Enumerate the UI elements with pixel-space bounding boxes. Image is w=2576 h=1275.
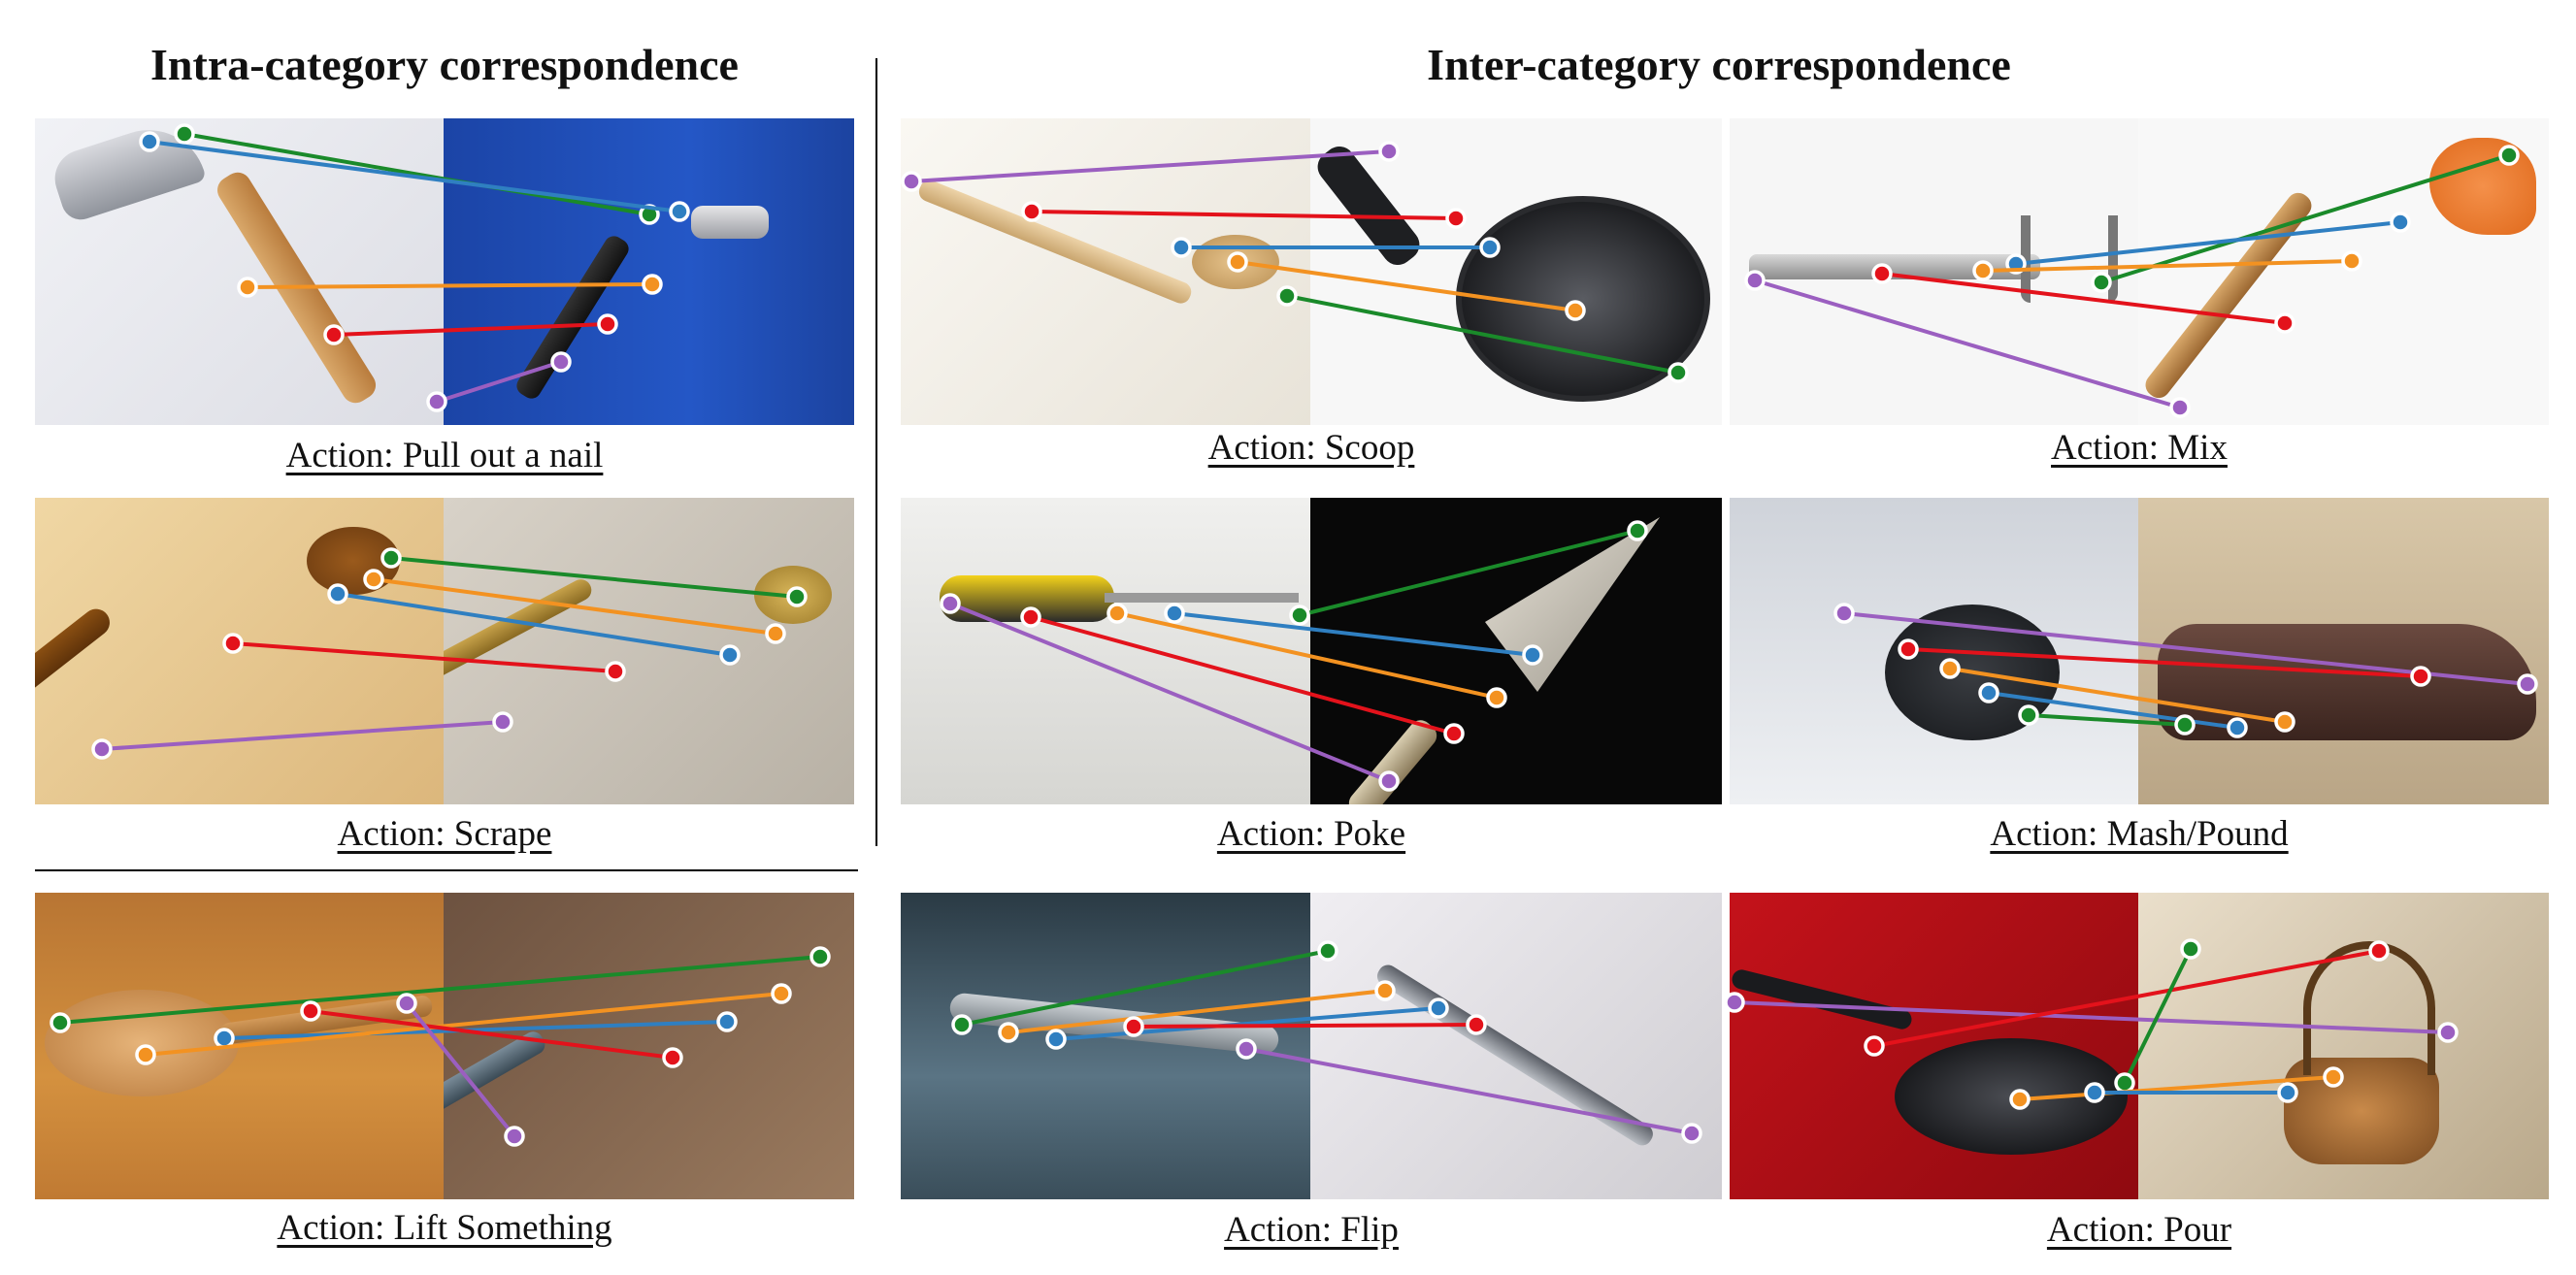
screwdriver-shaft-shape	[1105, 593, 1299, 603]
panel-pour-right-image	[2138, 893, 2549, 1199]
inter-category-heading: Inter-category correspondence	[1427, 40, 2011, 89]
ladle-handle-shape	[218, 994, 434, 1046]
panel-lift	[35, 893, 854, 1199]
panel-scrape-right-image	[444, 498, 854, 804]
panel-lift-left-image	[35, 893, 444, 1199]
fork-icon	[1373, 961, 1657, 1150]
screwdriver-icon	[940, 575, 1114, 622]
pan-handle-shape	[1730, 967, 1914, 1031]
caption-pull-nail: Action: Pull out a nail	[285, 436, 604, 475]
spoon-icon	[948, 992, 1280, 1056]
panel-pour-left-image	[1730, 893, 2138, 1199]
panel-lift-right-image	[444, 893, 854, 1199]
hammer-icon	[512, 232, 633, 403]
spatula-head-shape	[2429, 138, 2536, 235]
panel-poke	[901, 498, 1722, 804]
shoe-icon	[2158, 624, 2536, 740]
panel-pour	[1730, 893, 2549, 1199]
panel-mash-right-image	[2138, 498, 2549, 804]
frying-pan-icon	[1895, 1038, 2128, 1155]
trowel-icon	[1485, 517, 1660, 692]
spoon-bowl-shape	[1192, 235, 1279, 289]
caption-flip: Action: Flip	[1224, 1210, 1399, 1250]
panel-poke-left-image	[901, 498, 1310, 804]
caption-mix: Action: Mix	[2051, 428, 2228, 468]
panel-flip	[901, 893, 1722, 1199]
spoon-bowl-shape	[307, 527, 400, 595]
panel-mash	[1730, 498, 2549, 804]
panel-scrape-left-image	[35, 498, 444, 804]
panel-scoop-right-image	[1310, 118, 1722, 425]
hammer-icon	[212, 167, 381, 409]
pan-handle-shape	[1311, 140, 1426, 272]
frying-pan-icon	[1456, 196, 1710, 402]
panel-mash-left-image	[1730, 498, 2138, 804]
panel-scrape	[35, 498, 854, 804]
watering-can-handle-shape	[2303, 941, 2435, 1075]
panel-pull-nail	[35, 118, 854, 425]
caption-scoop: Action: Scoop	[1207, 428, 1415, 468]
hammer-head-shape	[691, 206, 769, 239]
wooden-ladle-icon	[45, 990, 239, 1096]
caption-poke: Action: Poke	[1216, 814, 1406, 854]
panel-mix	[1730, 118, 2549, 425]
trowel-handle-shape	[1343, 715, 1442, 804]
spatula-icon	[2140, 187, 2317, 403]
fork-icon	[1749, 254, 2040, 279]
spoon-icon	[444, 575, 596, 700]
vertical-divider	[875, 58, 877, 846]
panel-scoop-left-image	[901, 118, 1310, 425]
caption-pour: Action: Pour	[2046, 1210, 2232, 1250]
fork-tines-shape	[2021, 215, 2118, 303]
horizontal-divider	[35, 869, 858, 871]
fork-icon	[444, 1028, 548, 1151]
panel-flip-left-image	[901, 893, 1310, 1199]
caption-lift: Action: Lift Something	[277, 1208, 612, 1248]
intra-category-heading: Intra-category correspondence	[150, 40, 739, 89]
panel-scoop	[901, 118, 1722, 425]
panel-mix-left-image	[1730, 118, 2138, 425]
caption-scrape: Action: Scrape	[337, 814, 552, 854]
panel-poke-right-image	[1310, 498, 1722, 804]
hammer-head-shape	[47, 118, 208, 225]
panel-flip-right-image	[1310, 893, 1722, 1199]
panel-pull-nail-left-image	[35, 118, 444, 425]
spoon-bowl-shape	[754, 566, 832, 624]
panel-pull-nail-right-image	[444, 118, 854, 425]
pot-icon	[1885, 605, 2060, 740]
wooden-spoon-icon	[915, 177, 1195, 307]
panel-mix-right-image	[2138, 118, 2549, 425]
wooden-spoon-icon	[35, 603, 116, 763]
caption-mash: Action: Mash/Pound	[1990, 814, 2289, 854]
